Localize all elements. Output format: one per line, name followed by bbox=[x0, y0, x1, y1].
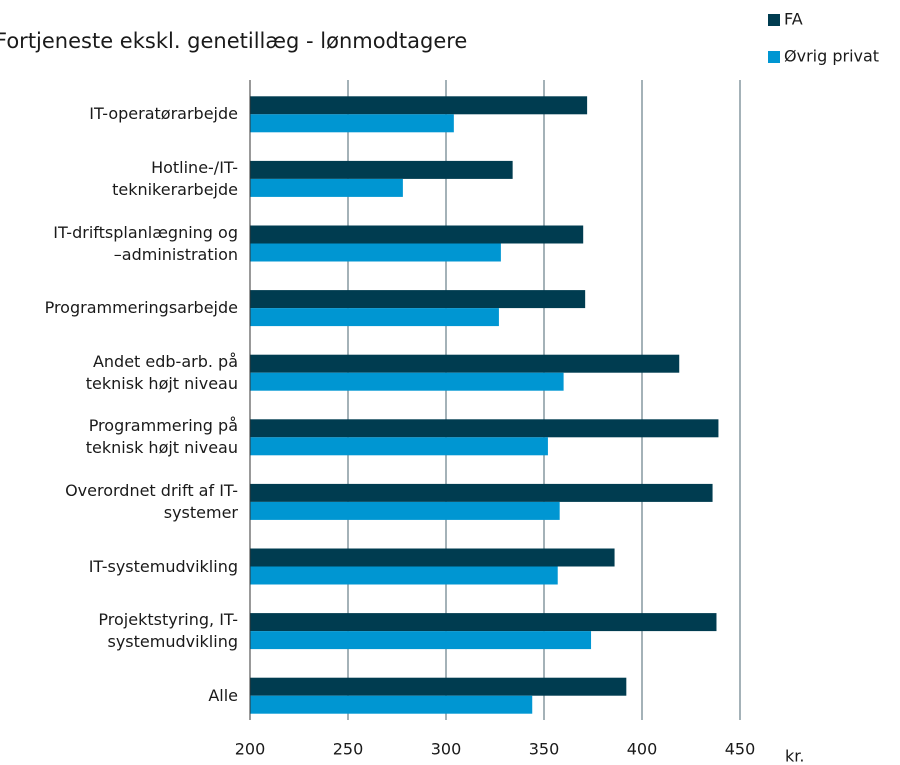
y-tick-label: Andet edb-arb. på teknisk højt niveau bbox=[85, 351, 238, 393]
bar bbox=[250, 613, 717, 632]
x-tick-label: 300 bbox=[431, 740, 462, 759]
x-tick-label: 350 bbox=[529, 740, 560, 759]
y-tick-label: IT-driftsplanlægning og –administration bbox=[53, 222, 238, 264]
bar bbox=[250, 243, 501, 262]
bar bbox=[250, 308, 499, 327]
y-tick-label: Programmering på teknisk højt niveau bbox=[85, 416, 238, 458]
bar bbox=[250, 354, 680, 373]
y-tick-label: IT-operatørarbejde bbox=[89, 104, 238, 124]
y-tick-label: Overordnet drift af IT- systemer bbox=[65, 480, 238, 522]
x-tick-label: 400 bbox=[627, 740, 658, 759]
bar bbox=[250, 548, 615, 567]
x-axis-label: kr. bbox=[785, 747, 804, 765]
bar bbox=[250, 631, 592, 650]
bar bbox=[250, 178, 403, 197]
bar bbox=[250, 290, 586, 309]
y-tick-label: IT-systemudvikling bbox=[88, 556, 238, 576]
legend-label: FA bbox=[784, 10, 803, 29]
bar bbox=[250, 225, 584, 244]
bar bbox=[250, 419, 719, 438]
x-tick-label: 250 bbox=[333, 740, 364, 759]
legend-swatch bbox=[768, 14, 780, 26]
y-tick-label: Programmeringsarbejde bbox=[44, 298, 238, 318]
bar bbox=[250, 114, 454, 133]
x-tick-label: 450 bbox=[725, 740, 756, 759]
bar bbox=[250, 372, 564, 391]
bar bbox=[250, 695, 533, 714]
y-tick-label: Hotline-/IT- teknikerarbejde bbox=[112, 157, 238, 199]
chart-title: Fortjeneste ekskl. genetillæg - lønmodta… bbox=[0, 29, 467, 53]
bar bbox=[250, 677, 627, 696]
x-tick-label: 200 bbox=[235, 740, 266, 759]
bar bbox=[250, 483, 713, 502]
legend-swatch bbox=[768, 51, 780, 63]
bar bbox=[250, 437, 548, 456]
bar bbox=[250, 501, 560, 520]
y-tick-label: Projektstyring, IT- systemudvikling bbox=[98, 610, 238, 652]
y-tick-label: Alle bbox=[208, 685, 238, 705]
legend-label: Øvrig privat bbox=[784, 47, 879, 66]
bar bbox=[250, 96, 588, 115]
bar bbox=[250, 160, 513, 179]
bar bbox=[250, 566, 558, 585]
